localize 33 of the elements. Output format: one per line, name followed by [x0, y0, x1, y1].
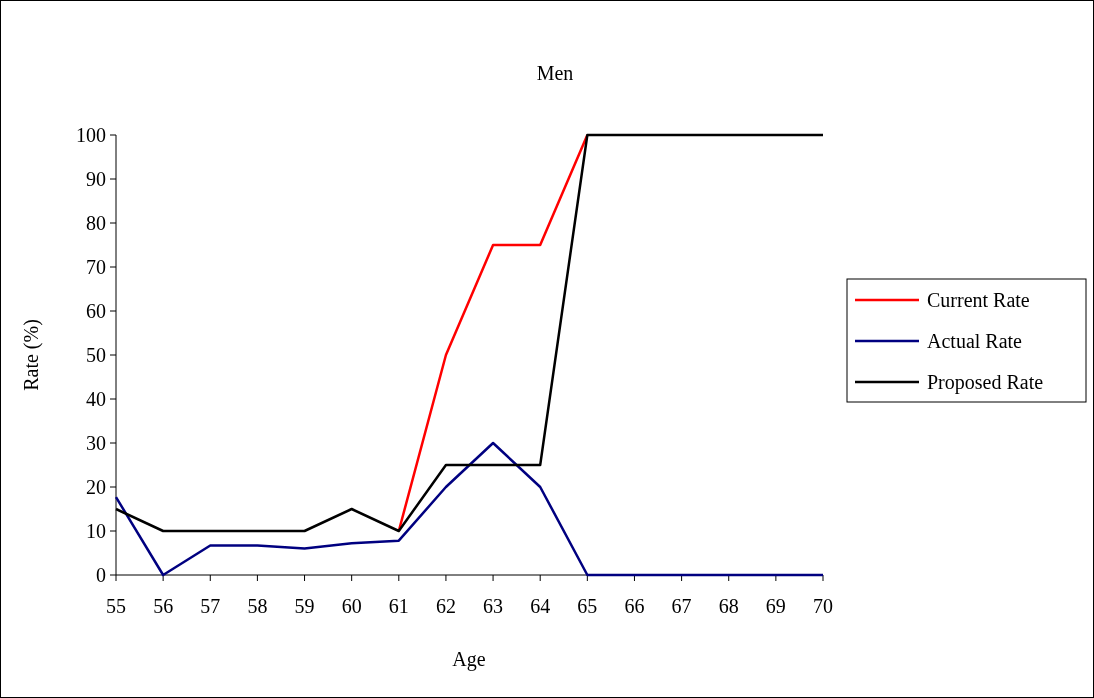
x-tick-label: 61 [388, 595, 409, 617]
x-tick-label: 70 [813, 595, 833, 617]
x-tick-label: 69 [765, 595, 786, 617]
x-tick-label: 65 [577, 595, 598, 617]
y-tick-label: 30 [86, 432, 106, 454]
x-tick-label: 58 [247, 595, 268, 617]
y-tick-label: 70 [86, 256, 106, 278]
y-tick-label: 0 [96, 564, 106, 586]
x-tick-label: 62 [435, 595, 456, 617]
y-axis-title: Rate (%) [20, 319, 43, 391]
legend-label: Actual Rate [927, 330, 1023, 352]
x-tick-label: 55 [106, 595, 126, 617]
chart-title: Men [536, 62, 574, 84]
y-tick-label: 60 [86, 300, 106, 322]
x-tick-label: 67 [671, 595, 692, 617]
y-tick-label: 10 [86, 520, 106, 542]
legend-label: Current Rate [927, 289, 1030, 311]
legend-label: Proposed Rate [927, 371, 1044, 394]
y-tick-label: 90 [86, 168, 106, 190]
x-tick-label: 59 [294, 595, 315, 617]
y-tick-label: 40 [86, 388, 106, 410]
y-tick-label: 100 [76, 124, 106, 146]
y-tick-label: 20 [86, 476, 106, 498]
x-tick-label: 63 [483, 595, 504, 617]
y-tick-label: 80 [86, 212, 106, 234]
x-tick-label: 57 [200, 595, 221, 617]
x-tick-label: 56 [153, 595, 174, 617]
x-tick-label: 64 [530, 595, 551, 617]
x-tick-label: 68 [718, 595, 739, 617]
x-tick-label: 60 [341, 595, 362, 617]
x-axis-title: Age [452, 648, 486, 671]
y-tick-label: 50 [86, 344, 106, 366]
x-tick-label: 66 [624, 595, 645, 617]
